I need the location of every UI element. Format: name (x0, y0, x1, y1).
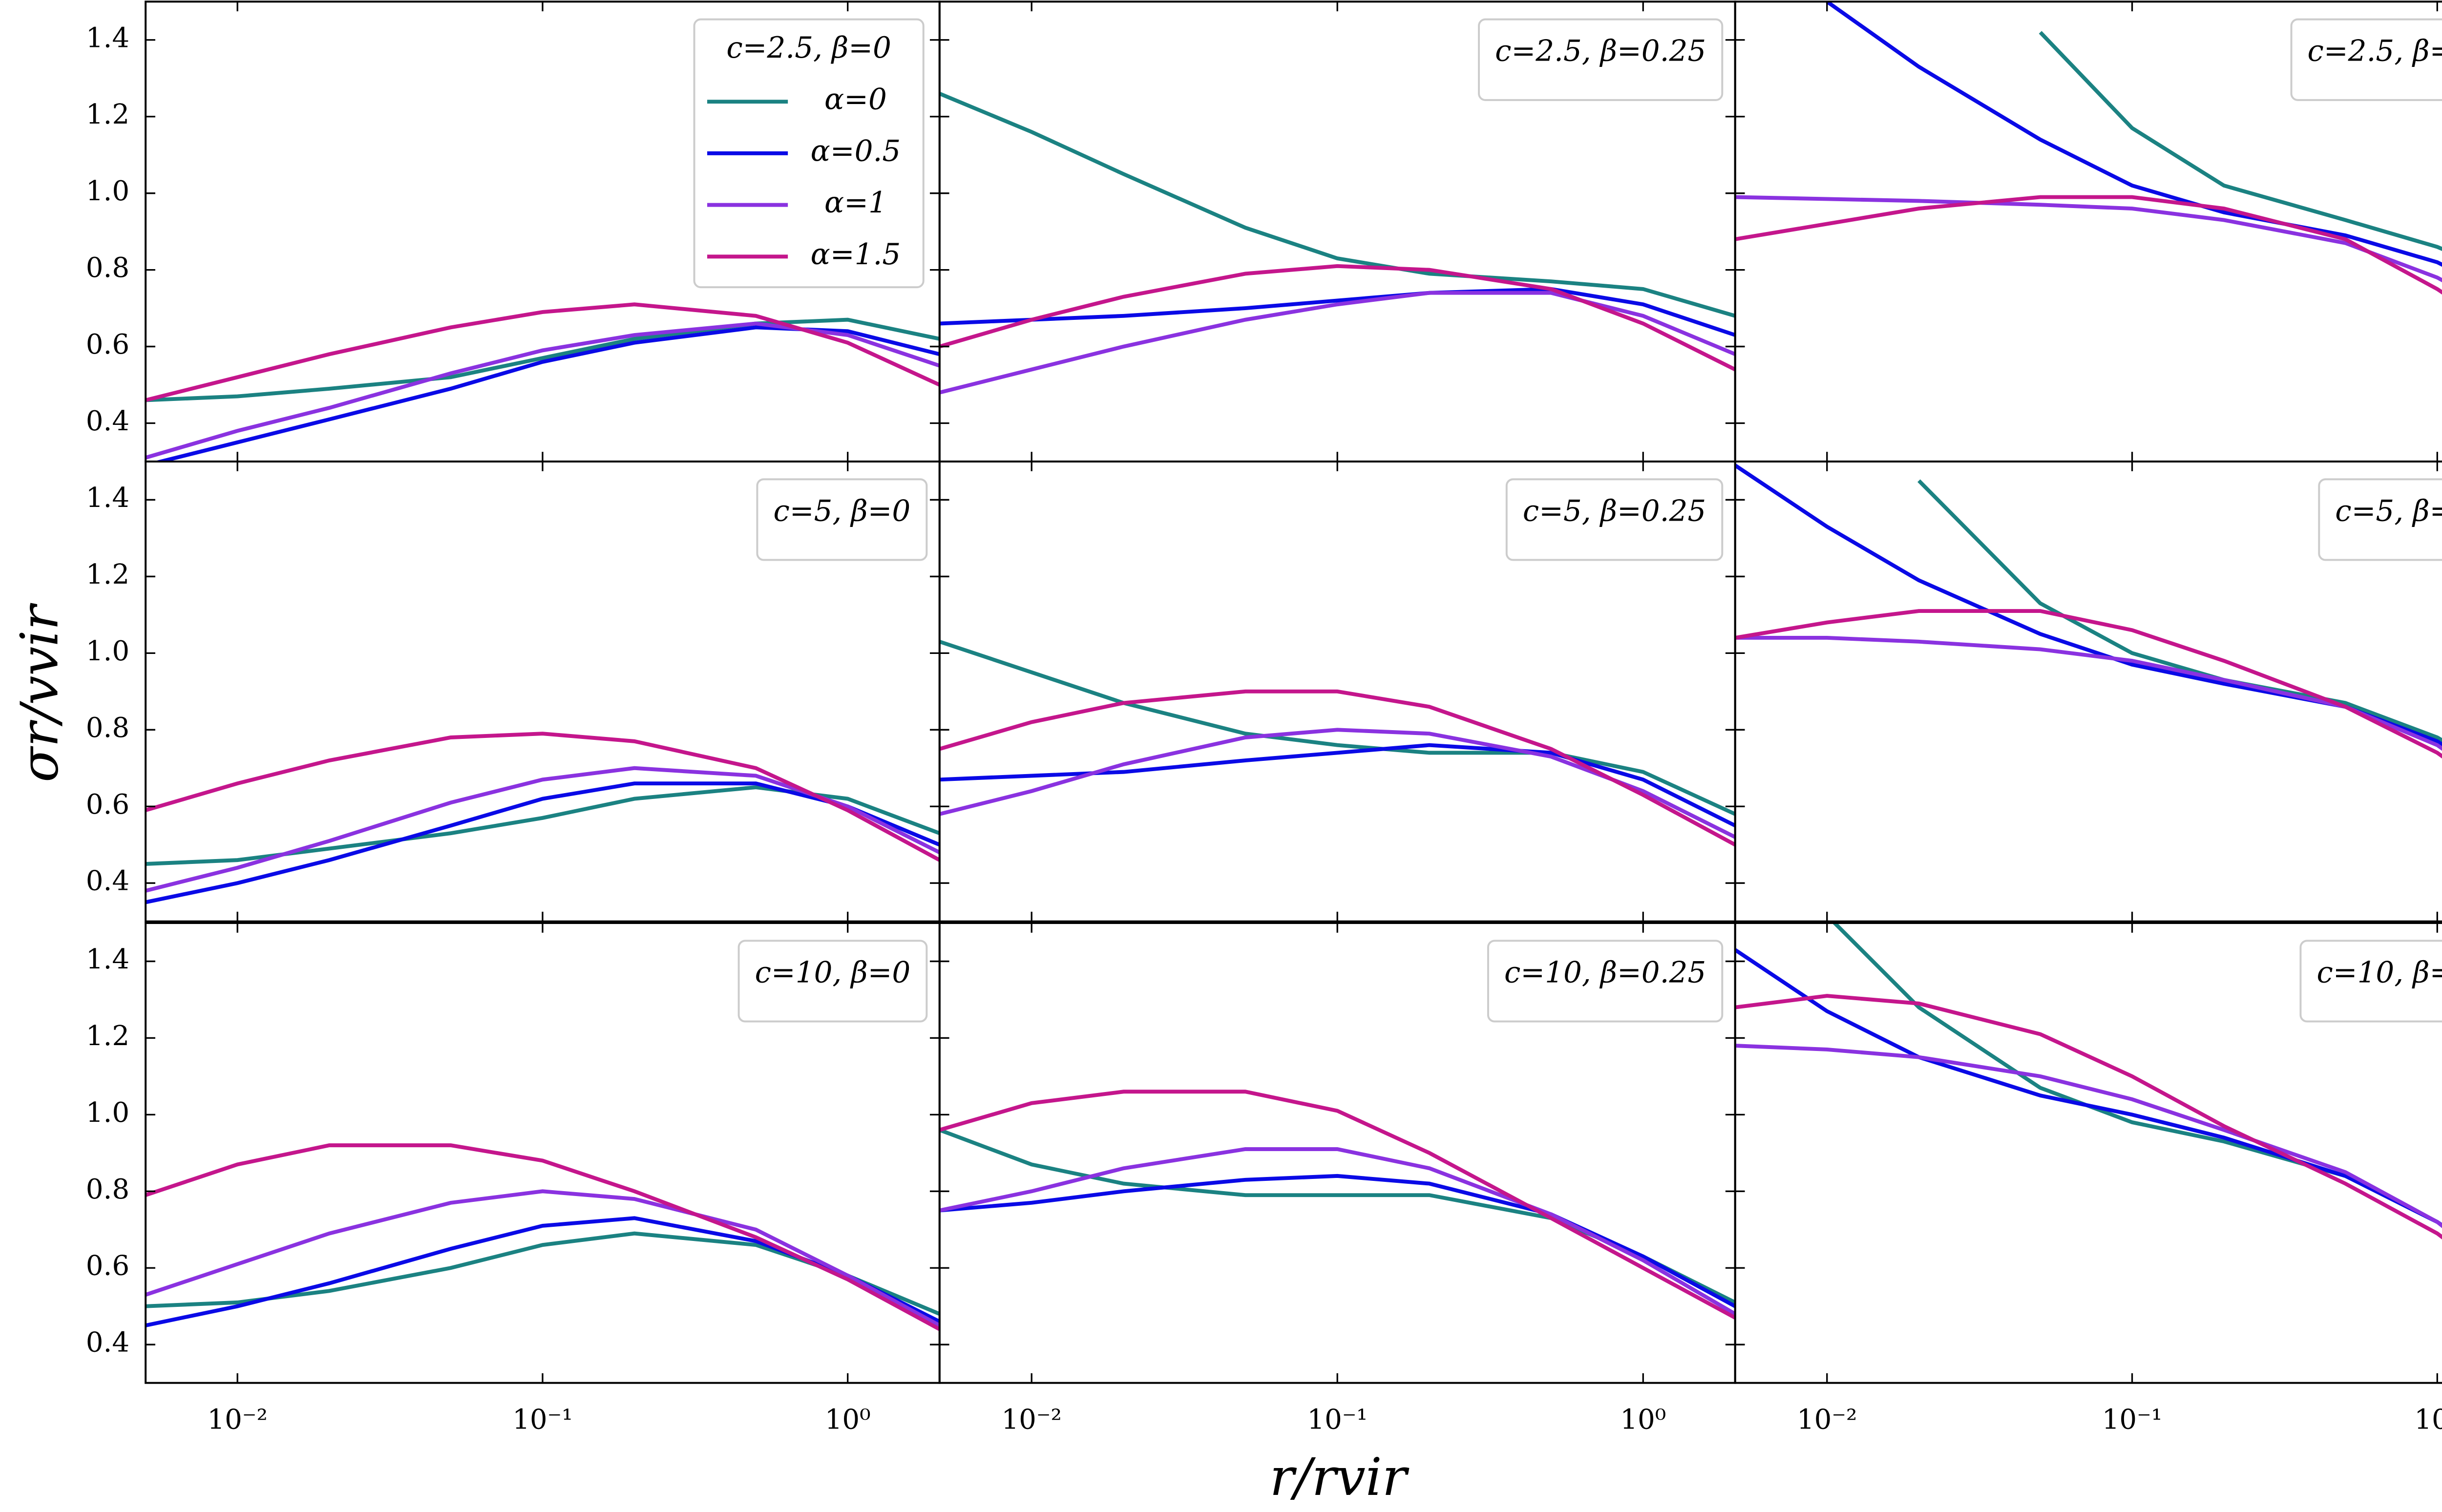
series-line (2039, 31, 2442, 251)
y-tick-label: 1.0 (86, 175, 129, 207)
series-line (146, 732, 940, 862)
annotation-box (2299, 940, 2442, 1023)
annotation-box (693, 18, 925, 289)
y-tick-label: 0.4 (86, 865, 129, 897)
panel: c=2.5, β=0.25 (938, 0, 1736, 462)
annotation: c=2.5, β=0 (726, 31, 891, 65)
annotation: c=5, β=0.5 (2335, 494, 2442, 528)
annotation-box (756, 478, 928, 561)
annotation: c=2.5, β=0.5 (2308, 35, 2442, 68)
x-axis-label: r/rvir (1270, 1447, 1410, 1507)
y-axis-label: σr/vvir (10, 603, 70, 782)
y-tick-label: 1.0 (86, 635, 129, 667)
annotation: c=10, β=0 (755, 956, 911, 989)
x-tick-label: 10⁰ (2414, 1404, 2442, 1435)
y-tick-label: 1.2 (86, 559, 129, 590)
y-tick-label: 0.4 (86, 405, 129, 437)
panel: 10⁻² 10⁻¹ 10⁰ c=10, β=0.5 (1734, 922, 2442, 1435)
legend-label: α=0.5 (811, 134, 901, 168)
annotation: c=2.5, β=0.25 (1495, 35, 1706, 68)
legend-label: α=1 (824, 186, 887, 220)
x-tick-label: 10⁰ (1620, 1404, 1666, 1435)
annotation-box (1487, 940, 1724, 1023)
x-tick-label: 10⁰ (825, 1404, 871, 1435)
series-line (146, 317, 940, 402)
y-tick-label: 0.6 (86, 789, 129, 820)
annotation-box (1505, 478, 1724, 561)
y-tick-label: 1.2 (86, 99, 129, 130)
series-line (1735, 195, 2442, 295)
annotation-box (2318, 478, 2442, 561)
y-tick-label: 0.4 (86, 1327, 129, 1359)
series-line (1735, 994, 2442, 1239)
annotation: c=10, β=0.25 (1504, 956, 1706, 989)
series-line (1735, 195, 2442, 283)
y-tick-label: 1.4 (86, 482, 129, 514)
x-tick-label: 10⁻² (1001, 1404, 1062, 1435)
series-line (939, 291, 1735, 395)
panel: 0.4 0.6 0.8 1.0 1.2 1.4 c=2.5, β=0 α=0 α=0.5 α=1 α… (86, 0, 941, 462)
y-tick-label: 0.8 (86, 1174, 129, 1205)
annotation: c=5, β=0.25 (1523, 494, 1706, 528)
annotation-box (1478, 18, 1724, 101)
axes-frame (1734, 922, 2442, 1384)
series-line (146, 781, 940, 904)
series-line (939, 91, 1735, 318)
annotation-box (2290, 18, 2442, 101)
series-line (939, 264, 1735, 372)
series-line (1735, 463, 2442, 747)
legend-label: α=1.5 (811, 238, 901, 272)
legend-label: α=0 (824, 83, 887, 117)
y-tick-label: 0.6 (86, 329, 129, 360)
x-tick-label: 10⁻¹ (1307, 1404, 1368, 1435)
series-line (939, 1090, 1735, 1320)
series-line (1826, 1, 2442, 267)
x-tick-label: 10⁻² (207, 1404, 268, 1435)
y-tick-label: 0.8 (86, 712, 129, 744)
series-line (939, 689, 1735, 847)
series-line (146, 1189, 940, 1327)
series-line (1735, 636, 2442, 751)
y-tick-label: 0.8 (86, 252, 129, 284)
y-tick-label: 1.4 (86, 944, 129, 975)
panel: 0.4 0.6 0.8 1.0 1.2 1.4 10⁻² 10⁻¹ 10⁰ c=10, β=0 (86, 922, 941, 1435)
panel: 0.4 0.6 0.8 1.0 1.2 1.4 c=5, β=0 (86, 461, 941, 923)
series-line (939, 1174, 1735, 1308)
panel: c=2.5, β=0.5 (1734, 0, 2442, 462)
x-tick-label: 10⁻¹ (2102, 1404, 2163, 1435)
series-line (146, 1143, 940, 1331)
series-line (939, 287, 1735, 337)
y-tick-label: 0.6 (86, 1250, 129, 1282)
series-line (939, 640, 1735, 816)
series-line (146, 302, 940, 402)
axes-frame (1734, 461, 2442, 923)
x-tick-label: 10⁻¹ (512, 1404, 573, 1435)
annotation: c=10, β=0.5 (2316, 956, 2442, 989)
y-tick-label: 1.4 (86, 22, 129, 54)
series-line (1735, 1044, 2442, 1228)
series-line (1735, 609, 2442, 759)
series-line (939, 1147, 1735, 1316)
y-tick-label: 1.2 (86, 1020, 129, 1052)
annotation-box (737, 940, 928, 1023)
x-tick-label: 10⁻² (1797, 1404, 1857, 1435)
y-tick-label: 1.0 (86, 1097, 129, 1129)
annotation: c=5, β=0 (773, 494, 910, 528)
panel: c=5, β=0.5 (1734, 461, 2442, 923)
series-line (146, 321, 940, 460)
panel: c=5, β=0.25 (938, 461, 1736, 923)
series-line (939, 743, 1735, 828)
panel: 10⁻² 10⁻¹ 10⁰ c=10, β=0.25 (938, 922, 1736, 1435)
